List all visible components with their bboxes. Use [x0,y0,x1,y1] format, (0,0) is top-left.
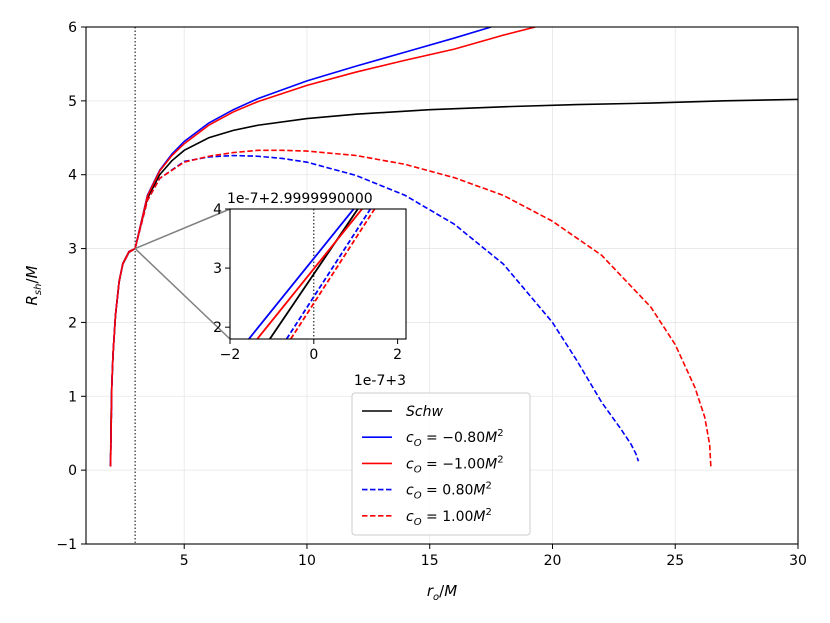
x-tick-label: 5 [180,553,189,569]
inset-series-line-2 [256,209,363,339]
inset-plot: −2 0 2 2 3 4 1e-7+3 1e-7+2.9999990000 [213,191,407,389]
y-tick-label: 4 [68,168,77,184]
y-tick-label: 1 [68,389,77,405]
y-tick-label: 2 [68,315,77,331]
x-tick-label: 30 [789,553,807,569]
y-tick-label: 6 [68,20,77,36]
inset-connectors [134,208,231,340]
plot-frame [85,26,799,545]
legend-label-0: Schw [406,404,443,420]
inset-y-tick-label: 3 [213,261,222,277]
legend-label-2: cO = −1.00M2 [406,454,504,475]
inset-lines [248,209,376,339]
series-group [109,27,798,467]
inset-x-offset-label: 1e-7+3 [354,373,406,389]
legend-box [351,392,531,536]
x-tick-label: 20 [544,553,562,569]
connector-line-top [134,208,231,250]
legend-label-3: cO = 0.80M2 [406,481,492,502]
inset-x-tick-label: 2 [393,347,402,363]
x-tick-label: 25 [666,553,684,569]
legend-label-1: cO = −0.80M2 [406,428,504,449]
series-line-4 [109,149,712,467]
inset-series-line-1 [248,209,355,339]
inset-x-tick-label: −2 [220,347,241,363]
y-tick-label: −1 [56,537,77,553]
inset-y-offset-label: 1e-7+2.9999990000 [227,191,373,207]
inset-series-line-3 [285,209,372,339]
inset-frame [229,208,407,340]
series-line-3 [109,154,640,467]
legend: Schw cO = −0.80M2 cO = −1.00M2 cO = 0.80M2 c… [351,392,531,536]
inset-y-tick-label: 2 [213,320,222,336]
inset-x-tick-label: 0 [309,347,318,363]
y-tick-label: 3 [68,242,77,258]
connector-line-bottom [134,248,231,340]
x-tick-label: 15 [421,553,439,569]
inset-background [230,209,406,339]
inset-y-tick-label: 4 [213,202,222,218]
y-tick-label: 0 [68,463,77,479]
inset-series-line-4 [290,209,376,339]
x-axis-label: ro/M [427,582,457,603]
legend-label-4: cO = 1.00M2 [406,507,492,528]
y-tick-label: 5 [68,94,77,110]
inset-series-line-0 [269,209,359,339]
x-tick-label: 10 [298,553,316,569]
y-axis-label: Rsh/M [23,265,44,305]
